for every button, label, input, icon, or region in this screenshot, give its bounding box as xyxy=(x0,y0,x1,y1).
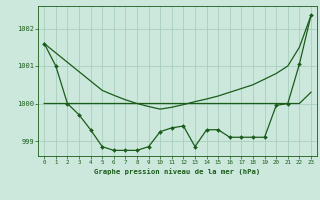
X-axis label: Graphe pression niveau de la mer (hPa): Graphe pression niveau de la mer (hPa) xyxy=(94,168,261,175)
